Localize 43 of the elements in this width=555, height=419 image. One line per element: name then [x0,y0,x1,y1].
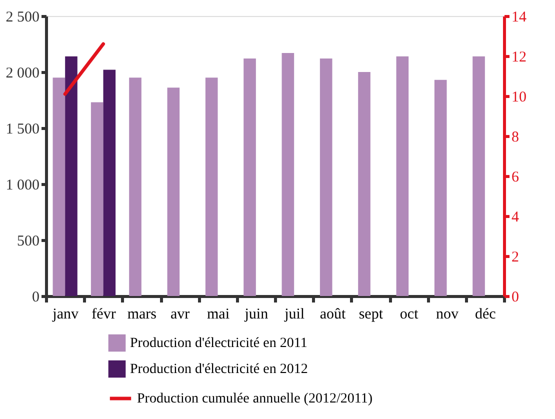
y2-tick-label: 0 [512,290,519,306]
bar [52,78,66,296]
x-tick-label: nov [436,306,459,322]
y-tick-label: 1 000 [6,178,40,194]
bar [282,52,294,296]
bar [320,58,332,296]
bar [103,70,116,296]
legend-label: Production cumulée annuelle (2012/2011) [137,392,373,406]
y2-tick-label: 8 [512,130,519,146]
y2-tick-label: 14 [512,10,527,26]
x-tick-label: févr [92,306,116,322]
bar [472,56,485,296]
y-tick-label: 2 000 [6,66,40,82]
bar [129,78,142,296]
x-tick-label: juil [284,306,305,322]
x-tick-label: avr [170,306,190,322]
bar [244,58,256,296]
x-tick-label: mars [127,306,157,322]
y2-tick-label: 2 [512,250,519,266]
y-tick-label: 2 500 [6,10,40,26]
legend-label: Production d'électricité en 2012 [130,362,308,377]
bar [65,56,78,296]
x-tick-label: déc [475,306,496,322]
y2-tick-label: 10 [512,90,526,106]
y-tick-label: 1 500 [6,122,40,138]
x-tick-label: oct [400,306,420,322]
bar [434,80,447,296]
y-tick-label: 500 [17,234,40,250]
legend-label: Production d'électricité en 2011 [130,336,308,351]
bar [167,88,180,296]
bar [396,56,409,296]
bar [358,72,370,296]
x-tick-label: sept [358,306,384,322]
x-tick-label: août [320,306,346,322]
y-tick-label: 0 [32,290,40,306]
bar [90,102,104,296]
y2-tick-label: 6 [512,170,520,186]
y2-tick-label: 4 [512,210,520,226]
y2-tick-label: 12 [512,50,526,66]
x-tick-label: janv [52,306,79,322]
x-tick-label: juin [244,306,269,322]
bar [205,78,218,296]
x-tick-label: mai [207,306,230,322]
